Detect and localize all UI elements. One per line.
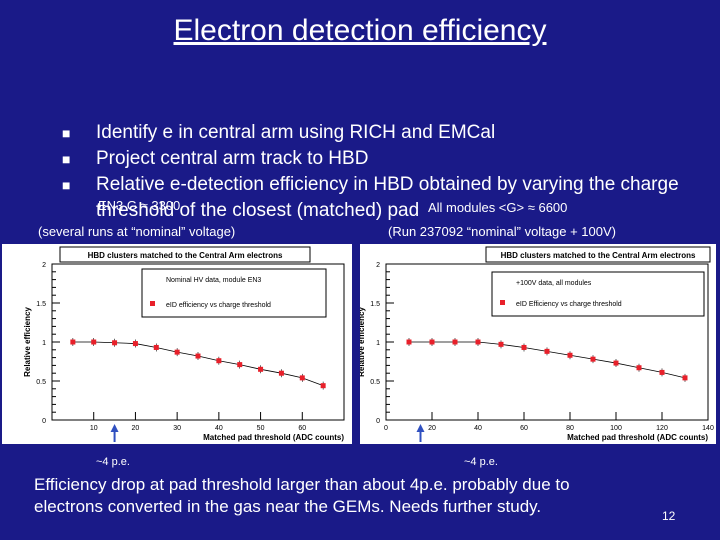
- plot-right: 0 0.5 1 1.5 2 0 20 40 60 80 100 120 140 Matched pad t…: [360, 244, 716, 444]
- data-point: [452, 339, 458, 345]
- x-tick-label: 20: [132, 425, 140, 432]
- y-tick-label: 1.5: [370, 301, 380, 308]
- y-tick-label: 0: [42, 418, 46, 425]
- chart-title: HBD clusters matched to the Central Arm …: [88, 251, 283, 260]
- legend-marker: [500, 300, 505, 305]
- overlay-right: All modules <G> ≈ 6600: [428, 200, 568, 215]
- bullet-square-icon: ■: [62, 177, 71, 193]
- data-point: [112, 340, 118, 346]
- bullet-square-icon: ■: [62, 151, 71, 167]
- data-point: [659, 369, 665, 375]
- chart-title: HBD clusters matched to the Central Arm …: [501, 251, 696, 260]
- x-tick-label: 0: [384, 425, 388, 432]
- x-tick-label: 140: [702, 425, 714, 432]
- y-tick-label: 2: [376, 262, 380, 269]
- data-point: [70, 339, 76, 345]
- y-tick-label: 0.5: [370, 379, 380, 386]
- data-point: [636, 365, 642, 371]
- bullet-text: Project central arm track to HBD: [96, 148, 369, 169]
- data-point: [237, 362, 243, 368]
- arrow-head-icon: [110, 424, 119, 432]
- data-point: [613, 360, 619, 366]
- data-point: [521, 344, 527, 350]
- page-number: 12: [662, 509, 676, 523]
- data-point: [195, 353, 201, 359]
- data-point: [429, 339, 435, 345]
- y-axis-label: Relative efficiency: [360, 307, 366, 377]
- x-tick-label: 60: [520, 425, 528, 432]
- bullet-square-icon: ■: [62, 125, 71, 141]
- x-axis-label: Matched pad threshold (ADC counts): [203, 433, 344, 442]
- data-point: [544, 348, 550, 354]
- data-point: [258, 366, 264, 372]
- y-tick-label: 2: [42, 262, 46, 269]
- data-point: [320, 383, 326, 389]
- legend-box: [491, 271, 705, 317]
- x-axis-label: Matched pad threshold (ADC counts): [567, 433, 708, 442]
- legend-box: [141, 268, 327, 318]
- y-tick-label: 1: [42, 340, 46, 347]
- arrow-head-icon: [416, 424, 425, 432]
- chart-title-box: [59, 246, 311, 263]
- data-point: [91, 339, 97, 345]
- x-tick-label: 100: [610, 425, 622, 432]
- x-tick-label: 40: [215, 425, 223, 432]
- data-point: [475, 339, 481, 345]
- bullet-text: Relative e-detection efficiency in HBD o…: [96, 174, 679, 221]
- x-tick-label: 120: [656, 425, 668, 432]
- data-point: [406, 339, 412, 345]
- slide-title: Electron detection efficiency: [173, 14, 547, 47]
- bullet-item: ■ Project central arm track to HBD: [42, 146, 702, 172]
- data-point: [682, 375, 688, 381]
- y-axis-label: Relative efficiency: [23, 307, 32, 377]
- legend-note: +100V data, all modules: [516, 280, 592, 287]
- x-tick-label: 60: [298, 425, 306, 432]
- legend-series-name: eID efficiency vs charge threshold: [166, 302, 271, 309]
- data-point: [498, 341, 504, 347]
- data-point: [174, 349, 180, 355]
- arrow-label-right: ~4 p.e.: [464, 456, 498, 468]
- data-point: [132, 341, 138, 347]
- chart-title-box: [485, 246, 711, 263]
- bullet-item: ■ Identify e in central arm using RICH an…: [42, 120, 702, 146]
- data-point: [590, 356, 596, 362]
- x-tick-label: 80: [566, 425, 574, 432]
- footer-text: Efficiency drop at pad threshold larger …: [34, 475, 570, 516]
- overlay-left: EN3 G ≈ 3300: [98, 198, 181, 213]
- data-point: [299, 375, 305, 381]
- data-point: [153, 344, 159, 350]
- y-tick-label: 1: [376, 340, 380, 347]
- caption-right: (Run 237092 “nominal” voltage + 100V): [388, 224, 617, 239]
- x-tick-label: 20: [428, 425, 436, 432]
- x-tick-label: 30: [173, 425, 181, 432]
- data-point: [278, 370, 284, 376]
- legend-note: Nominal HV data, module EN3: [166, 277, 261, 284]
- data-point: [216, 358, 222, 364]
- legend-marker: [150, 301, 155, 306]
- x-tick-label: 50: [257, 425, 265, 432]
- x-tick-label: 10: [90, 425, 98, 432]
- bullet-list: ■ Identify e in central arm using RICH an…: [42, 120, 702, 224]
- arrow-label-left: ~4 p.e.: [96, 456, 130, 468]
- plot-left: 0 0.5 1 1.5 2 10 20 30 40 50 60 Matched pad thresho…: [2, 244, 352, 444]
- caption-left: (several runs at “nominal” voltage): [38, 224, 236, 239]
- y-tick-label: 0.5: [36, 379, 46, 386]
- bullet-text: Identify e in central arm using RICH and…: [96, 122, 496, 143]
- x-tick-label: 40: [474, 425, 482, 432]
- bullet-item: ■ Relative e-detection efficiency in HBD …: [42, 172, 702, 224]
- y-tick-label: 0: [376, 418, 380, 425]
- y-tick-label: 1.5: [36, 301, 46, 308]
- legend-series-name: eID Efficiency vs charge threshold: [516, 301, 622, 308]
- data-point: [567, 352, 573, 358]
